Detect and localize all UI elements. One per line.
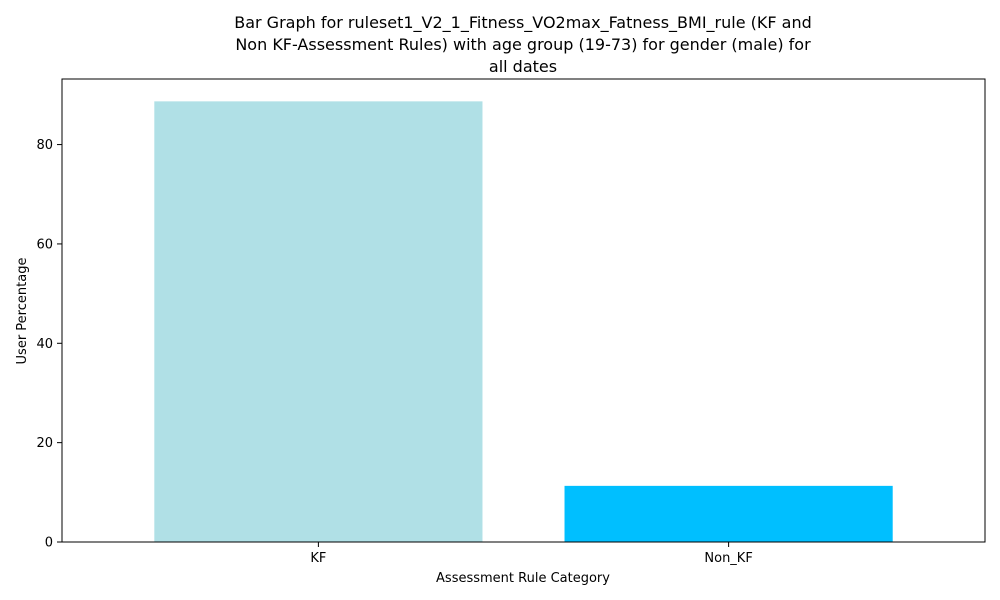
chart-title: Bar Graph for ruleset1_V2_1_Fitness_VO2m… (234, 13, 812, 76)
chart-title-line-2: Non KF-Assessment Rules) with age group … (235, 35, 811, 54)
y-tick-label: 40 (36, 337, 53, 352)
plot-area: 0 20 40 60 80 KF Non_KF (36, 78, 986, 566)
chart-title-line-3: all dates (489, 57, 557, 76)
y-axis-label: User Percentage (15, 258, 30, 365)
x-tick-label: Non_KF (704, 551, 752, 566)
plot-frame (61, 78, 986, 543)
y-tick-label: 80 (36, 138, 53, 153)
x-tick-label: KF (310, 551, 326, 566)
bar-non-kf (564, 485, 893, 542)
chart-title-line-1: Bar Graph for ruleset1_V2_1_Fitness_VO2m… (234, 13, 812, 33)
y-tick-label: 20 (36, 436, 53, 451)
y-tick-label: 60 (36, 237, 53, 252)
y-tick-label: 0 (45, 536, 53, 551)
x-axis-label: Assessment Rule Category (436, 571, 610, 586)
bar-kf (154, 101, 483, 542)
